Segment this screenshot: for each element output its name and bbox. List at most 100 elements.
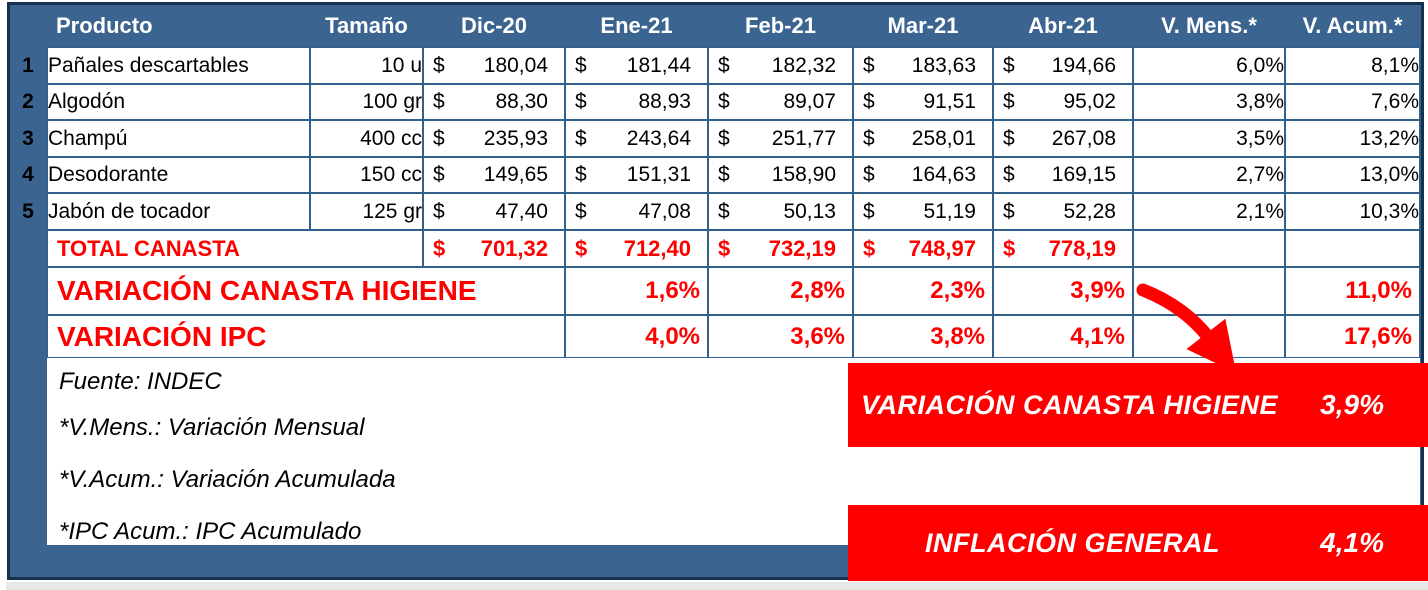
pct-cell[interactable]: 3,6% <box>707 314 854 359</box>
price-value: 50,13 <box>783 199 836 223</box>
price-cell[interactable]: $95,02 <box>992 83 1134 121</box>
empty-cell[interactable] <box>1132 229 1286 268</box>
variacion-ipc-label-cell[interactable]: VARIACIÓN IPC <box>46 314 566 359</box>
product-name-cell[interactable]: Jabón de tocador <box>46 192 311 231</box>
row-number[interactable]: 5 <box>22 199 34 223</box>
currency-symbol: $ <box>433 199 445 223</box>
v-mens-cell[interactable]: 3,8% <box>1132 83 1286 121</box>
col-header-dic20[interactable]: Dic-20 <box>460 12 528 38</box>
pct-cell[interactable]: 3,9% <box>992 266 1134 316</box>
product-name-cell[interactable]: Desodorante <box>46 156 311 194</box>
v-acum-cell[interactable]: 13,2% <box>1284 119 1421 158</box>
price-cell[interactable]: $235,93 <box>422 119 566 158</box>
row-number <box>10 267 47 315</box>
v-acum-cell[interactable]: 13,0% <box>1284 156 1421 194</box>
currency-symbol: $ <box>718 163 730 186</box>
pct-cell[interactable]: 2,3% <box>852 266 994 316</box>
currency-symbol: $ <box>1003 199 1015 223</box>
table-row: 4 Desodorante 150 cc $149,65 $151,31 $15… <box>10 156 1421 194</box>
col-header-tamano[interactable]: Tamaño <box>325 12 408 38</box>
col-header-v-acum[interactable]: V. Acum.* <box>1302 12 1403 38</box>
total-price-cell[interactable]: $732,19 <box>707 229 854 268</box>
row-number[interactable]: 2 <box>22 90 34 113</box>
price-cell[interactable]: $91,51 <box>852 83 994 121</box>
price-cell[interactable]: $182,32 <box>707 46 854 85</box>
total-price-cell[interactable]: $701,32 <box>422 229 566 268</box>
price-cell[interactable]: $194,66 <box>992 46 1134 85</box>
product-name-cell[interactable]: Algodón <box>46 83 311 121</box>
price-cell[interactable]: $164,63 <box>852 156 994 194</box>
price-cell[interactable]: $158,90 <box>707 156 854 194</box>
price-cell[interactable]: $88,93 <box>564 83 709 121</box>
pct-cell[interactable]: 3,8% <box>852 314 994 359</box>
price-cell[interactable]: $151,31 <box>564 156 709 194</box>
price-cell[interactable]: $258,01 <box>852 119 994 158</box>
pct-cell[interactable]: 1,6% <box>564 266 709 316</box>
total-price-cell[interactable]: $712,40 <box>564 229 709 268</box>
price-cell[interactable]: $89,07 <box>707 83 854 121</box>
price-cell[interactable]: $88,30 <box>422 83 566 121</box>
pct-cell[interactable]: 11,0% <box>1284 266 1421 316</box>
price-cell[interactable]: $52,28 <box>992 192 1134 231</box>
price-value: 47,08 <box>638 199 691 223</box>
price-cell[interactable]: $47,08 <box>564 192 709 231</box>
price-value: 169,15 <box>1051 163 1116 186</box>
currency-symbol: $ <box>575 126 587 150</box>
price-cell[interactable]: $251,77 <box>707 119 854 158</box>
pct-cell[interactable]: 17,6% <box>1284 314 1421 359</box>
price-value: 701,32 <box>480 235 548 261</box>
total-price-cell[interactable]: $748,97 <box>852 229 994 268</box>
v-mens-cell[interactable]: 2,7% <box>1132 156 1286 194</box>
price-cell[interactable]: $149,65 <box>422 156 566 194</box>
variacion-canasta-label-cell[interactable]: VARIACIÓN CANASTA HIGIENE <box>46 266 566 316</box>
v-acum-cell[interactable]: 7,6% <box>1284 83 1421 121</box>
callout-label: INFLACIÓN GENERAL <box>925 527 1220 558</box>
price-cell[interactable]: $267,08 <box>992 119 1134 158</box>
size-cell[interactable]: 125 gr <box>309 192 424 231</box>
product-name-cell[interactable]: Pañales descartables <box>46 46 311 85</box>
currency-symbol: $ <box>863 53 875 77</box>
note-line-v-mens: *V.Mens.: Variación Mensual <box>59 414 365 441</box>
v-acum-cell[interactable]: 10,3% <box>1284 192 1421 231</box>
price-cell[interactable]: $50,13 <box>707 192 854 231</box>
price-value: 158,90 <box>771 163 836 186</box>
price-cell[interactable]: $183,63 <box>852 46 994 85</box>
pct-cell[interactable]: 2,8% <box>707 266 854 316</box>
row-number[interactable]: 3 <box>22 126 34 150</box>
empty-cell[interactable] <box>1284 229 1421 268</box>
currency-symbol: $ <box>718 199 730 223</box>
price-cell[interactable]: $243,64 <box>564 119 709 158</box>
price-cell[interactable]: $180,04 <box>422 46 566 85</box>
size-cell[interactable]: 10 u <box>309 46 424 85</box>
total-price-cell[interactable]: $778,19 <box>992 229 1134 268</box>
pct-cell[interactable]: 4,1% <box>992 314 1134 359</box>
empty-cell[interactable] <box>1132 314 1286 359</box>
row-number[interactable]: 1 <box>22 53 34 77</box>
price-cell[interactable]: $47,40 <box>422 192 566 231</box>
size-cell[interactable]: 400 cc <box>309 119 424 158</box>
price-cell[interactable]: $169,15 <box>992 156 1134 194</box>
empty-cell[interactable] <box>1132 266 1286 316</box>
product-name-cell[interactable]: Champú <box>46 119 311 158</box>
col-header-producto[interactable]: Producto <box>56 12 153 38</box>
size-cell[interactable]: 100 gr <box>309 83 424 121</box>
v-mens-cell[interactable]: 3,5% <box>1132 119 1286 158</box>
size-cell[interactable]: 150 cc <box>309 156 424 194</box>
v-mens-cell[interactable]: 6,0% <box>1132 46 1286 85</box>
total-label-cell[interactable]: TOTAL CANASTA <box>46 229 424 268</box>
price-cell[interactable]: $181,44 <box>564 46 709 85</box>
col-header-abr21[interactable]: Abr-21 <box>1028 12 1098 38</box>
currency-symbol: $ <box>1003 53 1015 77</box>
col-header-ene21[interactable]: Ene-21 <box>600 12 673 38</box>
col-header-v-mens[interactable]: V. Mens.* <box>1161 12 1257 38</box>
col-header-mar21[interactable]: Mar-21 <box>887 12 959 38</box>
row-number[interactable]: 4 <box>22 163 34 186</box>
v-mens-cell[interactable]: 2,1% <box>1132 192 1286 231</box>
price-cell[interactable]: $51,19 <box>852 192 994 231</box>
col-header-feb21[interactable]: Feb-21 <box>745 12 816 38</box>
price-value: 748,97 <box>908 235 976 261</box>
callout-value: 4,1% <box>1320 527 1384 558</box>
pct-cell[interactable]: 4,0% <box>564 314 709 359</box>
v-acum-cell[interactable]: 8,1% <box>1284 46 1421 85</box>
price-value: 164,63 <box>911 163 976 186</box>
